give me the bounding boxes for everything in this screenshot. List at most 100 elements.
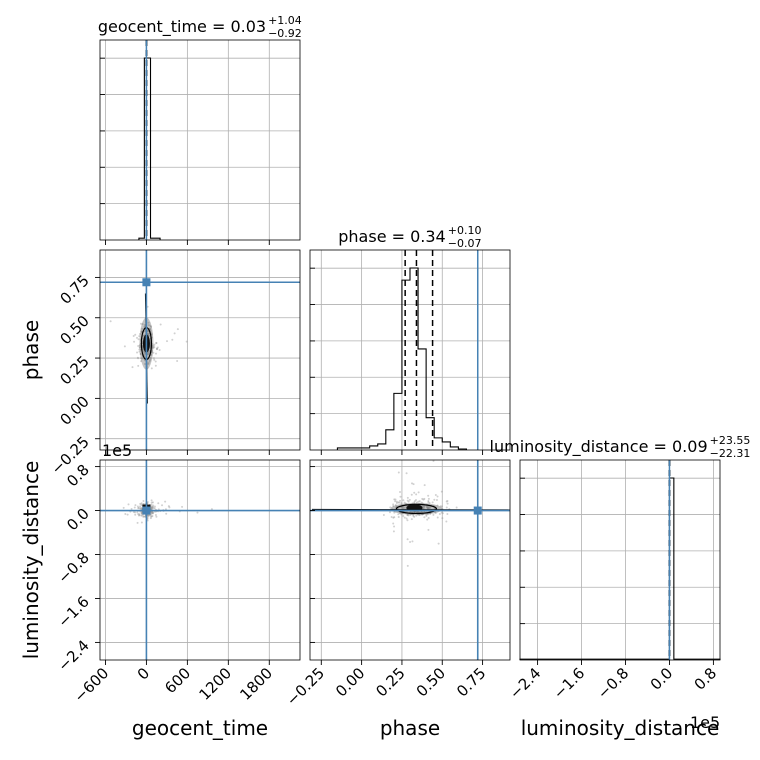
panel-frame bbox=[99, 249, 301, 451]
sample-point bbox=[401, 512, 404, 515]
sample-point bbox=[147, 334, 150, 337]
sample-point bbox=[155, 515, 158, 518]
sample-point bbox=[423, 497, 426, 500]
sample-point bbox=[393, 511, 396, 514]
sample-point bbox=[412, 513, 415, 516]
sample-point bbox=[436, 516, 439, 519]
sample-point bbox=[427, 506, 430, 509]
sample-point bbox=[432, 460, 435, 462]
sample-point bbox=[148, 350, 151, 353]
sample-point bbox=[132, 511, 135, 514]
sample-point bbox=[151, 506, 154, 509]
sample-point bbox=[149, 517, 152, 520]
sample-point bbox=[142, 499, 145, 502]
sample-point bbox=[388, 511, 391, 514]
sample-point bbox=[406, 564, 409, 567]
sample-point bbox=[403, 506, 406, 509]
sample-point bbox=[149, 506, 152, 509]
sample-point bbox=[137, 345, 140, 348]
sample-point bbox=[438, 513, 441, 516]
sample-point bbox=[147, 362, 150, 365]
sample-point bbox=[122, 506, 125, 509]
sample-point bbox=[139, 352, 142, 355]
sample-point bbox=[421, 513, 424, 516]
sample-point bbox=[421, 502, 424, 505]
sample-point bbox=[413, 500, 416, 503]
sample-point bbox=[152, 511, 155, 514]
sample-point bbox=[131, 366, 134, 369]
sample-point bbox=[137, 357, 140, 360]
sample-point bbox=[147, 514, 150, 517]
x-tick-label: 0.25 bbox=[372, 664, 408, 700]
x-tick-label: −0.8 bbox=[594, 664, 632, 702]
sample-point bbox=[136, 336, 139, 339]
sample-point bbox=[147, 353, 150, 356]
sample-point bbox=[397, 513, 400, 516]
sample-point bbox=[133, 340, 136, 343]
panel-geocent_time-vs-phase: −0.250.000.250.500.75 bbox=[48, 249, 301, 478]
y-offset-text: 1e5 bbox=[102, 441, 132, 460]
sample-point bbox=[411, 540, 414, 543]
sample-point bbox=[136, 511, 139, 514]
sample-point bbox=[397, 501, 400, 504]
sample-point bbox=[181, 505, 184, 508]
sample-point bbox=[446, 499, 449, 502]
sample-point bbox=[153, 346, 156, 349]
sample-point bbox=[134, 333, 137, 336]
sample-point bbox=[147, 321, 150, 324]
sample-point bbox=[150, 507, 153, 510]
panel-title-geocent_time: geocent_time = 0.03 +1.04−0.92 bbox=[98, 14, 302, 40]
sample-point bbox=[425, 514, 428, 517]
sample-point bbox=[392, 530, 395, 533]
title-sub: −0.07 bbox=[448, 237, 482, 250]
sample-point bbox=[413, 491, 416, 494]
sample-point bbox=[155, 342, 158, 345]
y-tick-label: −1.6 bbox=[54, 593, 92, 631]
x-tick-label: 0.50 bbox=[413, 664, 449, 700]
sample-point bbox=[439, 505, 442, 508]
sample-point bbox=[210, 508, 213, 511]
sample-point bbox=[389, 506, 392, 509]
scatter bbox=[109, 293, 188, 404]
y-tick-label: −0.8 bbox=[54, 549, 92, 587]
sample-point bbox=[393, 525, 396, 528]
sample-point bbox=[431, 501, 434, 504]
sample-point bbox=[422, 507, 425, 510]
sample-point bbox=[426, 506, 429, 509]
sample-point bbox=[427, 501, 430, 504]
panel-phase-vs-luminosity_distance: −0.25 0.00 0.25 0.50 0.75 bbox=[283, 459, 511, 709]
sample-point bbox=[417, 513, 420, 516]
sample-point bbox=[394, 498, 397, 501]
sample-point bbox=[150, 332, 153, 335]
sample-point bbox=[153, 507, 156, 510]
sample-point bbox=[134, 511, 137, 514]
title-sub: −22.31 bbox=[710, 447, 751, 460]
x-axis-label-geocent_time: geocent_time bbox=[132, 716, 268, 740]
x-tick-label: 0 bbox=[134, 664, 153, 683]
sample-point bbox=[402, 499, 405, 502]
title-sup: +1.04 bbox=[268, 14, 302, 27]
sample-point bbox=[406, 514, 409, 517]
grid-lines bbox=[100, 460, 300, 660]
x-tick-label: 1800 bbox=[236, 664, 276, 704]
sample-point bbox=[422, 506, 425, 509]
sample-point bbox=[155, 341, 158, 344]
sample-point bbox=[412, 483, 415, 486]
sample-point bbox=[147, 361, 150, 364]
panel-frame bbox=[309, 459, 511, 661]
histogram bbox=[138, 57, 161, 240]
x-tick-label: −1.6 bbox=[550, 664, 588, 702]
sample-point bbox=[142, 351, 145, 354]
density-contour bbox=[395, 503, 438, 515]
sample-point bbox=[150, 499, 153, 502]
sample-point bbox=[139, 346, 142, 349]
sample-point bbox=[164, 508, 167, 511]
sample-point bbox=[142, 334, 145, 337]
grid-lines bbox=[520, 460, 720, 660]
sample-point bbox=[176, 360, 179, 363]
sample-point bbox=[423, 516, 426, 519]
panel-frame bbox=[519, 459, 721, 661]
sample-point bbox=[133, 506, 136, 509]
sample-point bbox=[140, 503, 143, 506]
sample-point bbox=[138, 335, 141, 338]
